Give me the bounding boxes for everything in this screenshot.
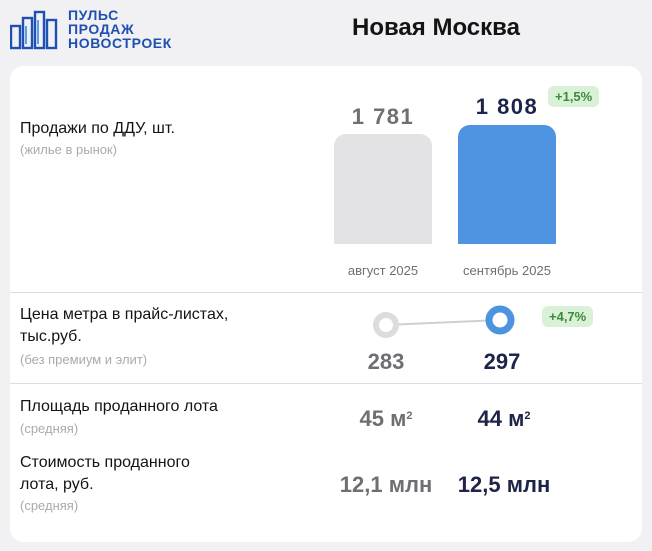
logo-line-3: НОВОСТРОЕК bbox=[68, 35, 172, 51]
price-label-line-1: Цена метра в прайс-листах, bbox=[20, 306, 229, 323]
sales-september-bar bbox=[458, 125, 556, 244]
cost-note: (средняя) bbox=[20, 498, 79, 513]
header: ПУЛЬС ПРОДАЖ НОВОСТРОЕК Новая Москва bbox=[0, 0, 652, 64]
price-label-line-2: тыс.руб. bbox=[20, 328, 82, 345]
logo-text: ПУЛЬС ПРОДАЖ НОВОСТРОЕК bbox=[68, 8, 172, 50]
sales-label: Продажи по ДДУ, шт. bbox=[20, 120, 175, 137]
page-title: Новая Москва bbox=[352, 14, 520, 41]
price-september-value: 297 bbox=[483, 349, 521, 374]
cost-label-line-2: лота, руб. bbox=[20, 476, 94, 493]
stats-card: Продажи по ДДУ, шт. (жилье в рынок) 1 78… bbox=[10, 66, 642, 542]
sales-august-period: август 2025 bbox=[347, 263, 419, 278]
divider-1 bbox=[10, 292, 642, 293]
price-september-marker bbox=[485, 305, 515, 335]
cost-september-value: 12,5 млн bbox=[457, 472, 551, 497]
area-august-value: 45 м2 bbox=[336, 406, 436, 432]
area-august-unit: 2 bbox=[406, 410, 413, 422]
price-august-value: 283 bbox=[367, 349, 405, 374]
price-august-marker bbox=[373, 312, 399, 338]
sales-change-badge: +1,5% bbox=[548, 86, 600, 107]
cost-august-value: 12,1 млн bbox=[339, 472, 433, 497]
price-change-badge: +4,7% bbox=[542, 306, 594, 327]
building-bars-icon bbox=[10, 10, 58, 50]
sales-august-bar bbox=[334, 134, 432, 244]
area-september-value: 44 м2 bbox=[454, 406, 554, 432]
price-note: (без премиум и элит) bbox=[20, 352, 148, 367]
area-september-unit: 2 bbox=[524, 410, 531, 422]
sales-september-value: 1 808 bbox=[475, 94, 539, 119]
sales-august-value: 1 781 bbox=[351, 104, 415, 129]
area-august-text: 45 м bbox=[359, 406, 407, 431]
area-label: Площадь проданного лота bbox=[20, 398, 218, 415]
divider-2 bbox=[10, 383, 642, 384]
cost-label-line-1: Стоимость проданного bbox=[20, 454, 190, 471]
logo-line-2: ПРОДАЖ bbox=[68, 21, 135, 37]
price-trend-graphic bbox=[373, 305, 515, 338]
sales-note: (жилье в рынок) bbox=[20, 142, 118, 157]
area-september-text: 44 м bbox=[477, 406, 525, 431]
area-note: (средняя) bbox=[20, 421, 79, 436]
logo-line-1: ПУЛЬС bbox=[68, 7, 119, 23]
sales-september-period: сентябрь 2025 bbox=[463, 263, 551, 278]
price-trend-line bbox=[385, 319, 501, 326]
